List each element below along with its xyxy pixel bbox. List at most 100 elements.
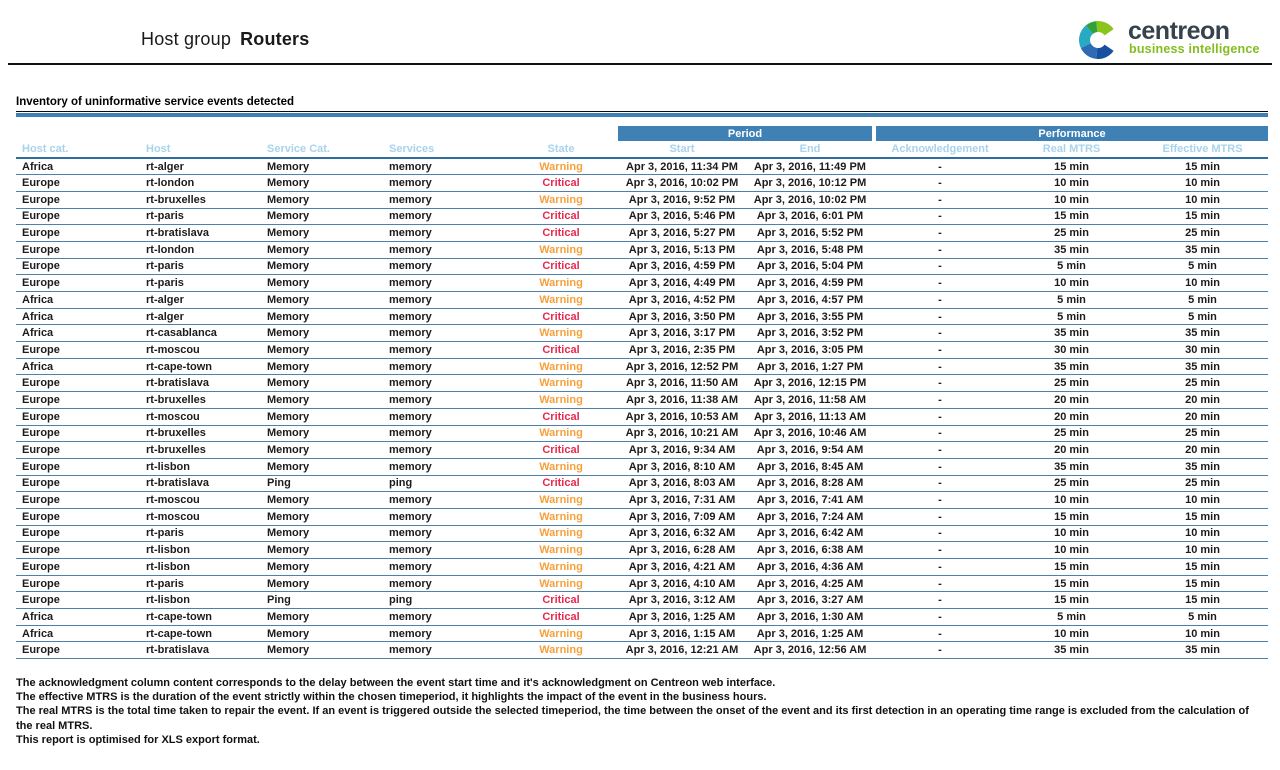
cell-acknowledgement: - — [938, 477, 942, 490]
cell-service-cat: Memory — [267, 243, 310, 256]
cell-state: Warning — [539, 494, 583, 507]
cell-service: memory — [389, 494, 432, 507]
table-row: Africa rt-casablanca Memory memory Warning Ap… — [16, 325, 1269, 342]
cell-state: Critical — [542, 227, 580, 240]
cell-state: Critical — [542, 477, 580, 490]
table-row: Europe rt-bratislava Ping ping Critical Apr 3… — [16, 475, 1269, 492]
cell-state: Warning — [539, 393, 583, 406]
cell-end: Apr 3, 2016, 1:30 AM — [756, 610, 864, 623]
cell-service-cat: Memory — [267, 544, 310, 557]
table-row: Europe rt-moscou Memory memory Critical Apr 3… — [16, 342, 1269, 359]
cell-state: Warning — [539, 427, 583, 440]
cell-host: rt-bratislava — [146, 644, 209, 657]
cell-service: memory — [389, 277, 432, 290]
cell-service-cat: Memory — [267, 160, 310, 173]
column-header-row: Host cat. Host Service Cat. Services Sta… — [16, 141, 1269, 158]
cell-effective-mtrs: 15 min — [1185, 594, 1220, 607]
cell-service-cat: Memory — [267, 177, 310, 190]
cell-start: Apr 3, 2016, 2:35 PM — [628, 343, 736, 356]
footnote-real-mtrs: The real MTRS is the total time taken to… — [16, 705, 1249, 732]
cell-host: rt-alger — [146, 160, 184, 173]
cell-host-cat: Africa — [22, 360, 54, 373]
cell-effective-mtrs: 10 min — [1185, 627, 1220, 640]
cell-service-cat: Memory — [267, 494, 310, 507]
cell-real-mtrs: 10 min — [1054, 494, 1089, 507]
cell-host-cat: Europe — [22, 210, 60, 223]
cell-real-mtrs: 35 min — [1054, 460, 1089, 473]
cell-effective-mtrs: 35 min — [1185, 243, 1220, 256]
cell-acknowledgement: - — [938, 427, 942, 440]
cell-end: Apr 3, 2016, 10:02 PM — [753, 193, 867, 206]
cell-end: Apr 3, 2016, 6:01 PM — [756, 210, 864, 223]
cell-end: Apr 3, 2016, 7:41 AM — [756, 494, 864, 507]
cell-state: Critical — [542, 310, 580, 323]
cell-acknowledgement: - — [938, 193, 942, 206]
cell-acknowledgement: - — [938, 360, 942, 373]
cell-effective-mtrs: 5 min — [1188, 260, 1217, 273]
cell-host: rt-moscou — [146, 510, 200, 523]
cell-start: Apr 3, 2016, 6:32 AM — [628, 527, 736, 540]
table-row: Europe rt-bruxelles Memory memory Critical Ap… — [16, 442, 1269, 459]
cell-start: Apr 3, 2016, 10:21 AM — [625, 427, 739, 440]
cell-effective-mtrs: 35 min — [1185, 327, 1220, 340]
column-header-effective-mtrs: Effective MTRS — [1162, 143, 1243, 155]
cell-end: Apr 3, 2016, 3:55 PM — [756, 310, 864, 323]
column-header-host-cat: Host cat. — [22, 143, 69, 155]
cell-effective-mtrs: 10 min — [1185, 277, 1220, 290]
table-row: Europe rt-moscou Memory memory Warning Apr 3,… — [16, 492, 1269, 509]
cell-effective-mtrs: 25 min — [1185, 377, 1220, 390]
cell-service: memory — [389, 644, 432, 657]
centreon-c-icon — [1079, 21, 1114, 59]
cell-acknowledgement: - — [938, 494, 942, 507]
cell-host: rt-bruxelles — [146, 427, 206, 440]
cell-service-cat: Memory — [267, 410, 310, 423]
cell-service-cat: Memory — [267, 427, 310, 440]
table-row: Africa rt-alger Memory memory Warning Apr 3, … — [16, 158, 1269, 175]
cell-host-cat: Europe — [22, 560, 60, 573]
cell-service: ping — [389, 477, 413, 490]
cell-start: Apr 3, 2016, 3:12 AM — [628, 594, 736, 607]
cell-host-cat: Europe — [22, 377, 60, 390]
cell-effective-mtrs: 15 min — [1185, 560, 1220, 573]
cell-service: memory — [389, 243, 432, 256]
cell-acknowledgement: - — [938, 277, 942, 290]
column-header-services: Services — [389, 143, 435, 155]
table-row: Europe rt-bruxelles Memory memory Warning Apr… — [16, 191, 1269, 209]
logo-tagline-text: business intelligence — [1129, 42, 1260, 56]
cell-host-cat: Europe — [22, 444, 60, 457]
cell-real-mtrs: 5 min — [1057, 310, 1086, 323]
cell-real-mtrs: 20 min — [1054, 444, 1089, 457]
cell-service-cat: Memory — [267, 627, 310, 640]
cell-host: rt-cape-town — [146, 360, 212, 373]
cell-effective-mtrs: 10 min — [1185, 494, 1220, 507]
cell-host: rt-bruxelles — [146, 444, 206, 457]
column-header-host: Host — [146, 143, 171, 155]
cell-service: memory — [389, 260, 432, 273]
cell-acknowledgement: - — [938, 327, 942, 340]
cell-effective-mtrs: 20 min — [1185, 444, 1220, 457]
table-row: Europe rt-paris Memory memory Warning Apr 3, … — [16, 575, 1269, 592]
cell-acknowledgement: - — [938, 610, 942, 623]
cell-host-cat: Europe — [22, 260, 60, 273]
table-row: Africa rt-cape-town Memory memory Critical Ap… — [16, 609, 1269, 626]
cell-real-mtrs: 5 min — [1057, 610, 1086, 623]
cell-effective-mtrs: 10 min — [1185, 193, 1220, 206]
cell-acknowledgement: - — [938, 160, 942, 173]
cell-state: Warning — [539, 577, 583, 590]
cell-acknowledgement: - — [938, 410, 942, 423]
cell-end: Apr 3, 2016, 1:27 PM — [756, 360, 864, 373]
cell-end: Apr 3, 2016, 3:05 PM — [756, 343, 864, 356]
cell-host: rt-lisbon — [146, 594, 190, 607]
cell-host-cat: Europe — [22, 594, 60, 607]
cell-start: Apr 3, 2016, 3:50 PM — [628, 310, 736, 323]
footnote-acknowledgment: The acknowledgment column content corres… — [16, 677, 776, 689]
cell-host: rt-cape-town — [146, 627, 212, 640]
table-row: Africa rt-cape-town Memory memory Warning Apr… — [16, 625, 1269, 642]
cell-host-cat: Africa — [22, 160, 54, 173]
cell-state: Critical — [542, 610, 580, 623]
cell-start: Apr 3, 2016, 9:34 AM — [628, 444, 736, 457]
cell-host-cat: Europe — [22, 644, 60, 657]
section-title-underline — [16, 113, 1268, 117]
cell-end: Apr 3, 2016, 11:58 AM — [753, 393, 867, 406]
